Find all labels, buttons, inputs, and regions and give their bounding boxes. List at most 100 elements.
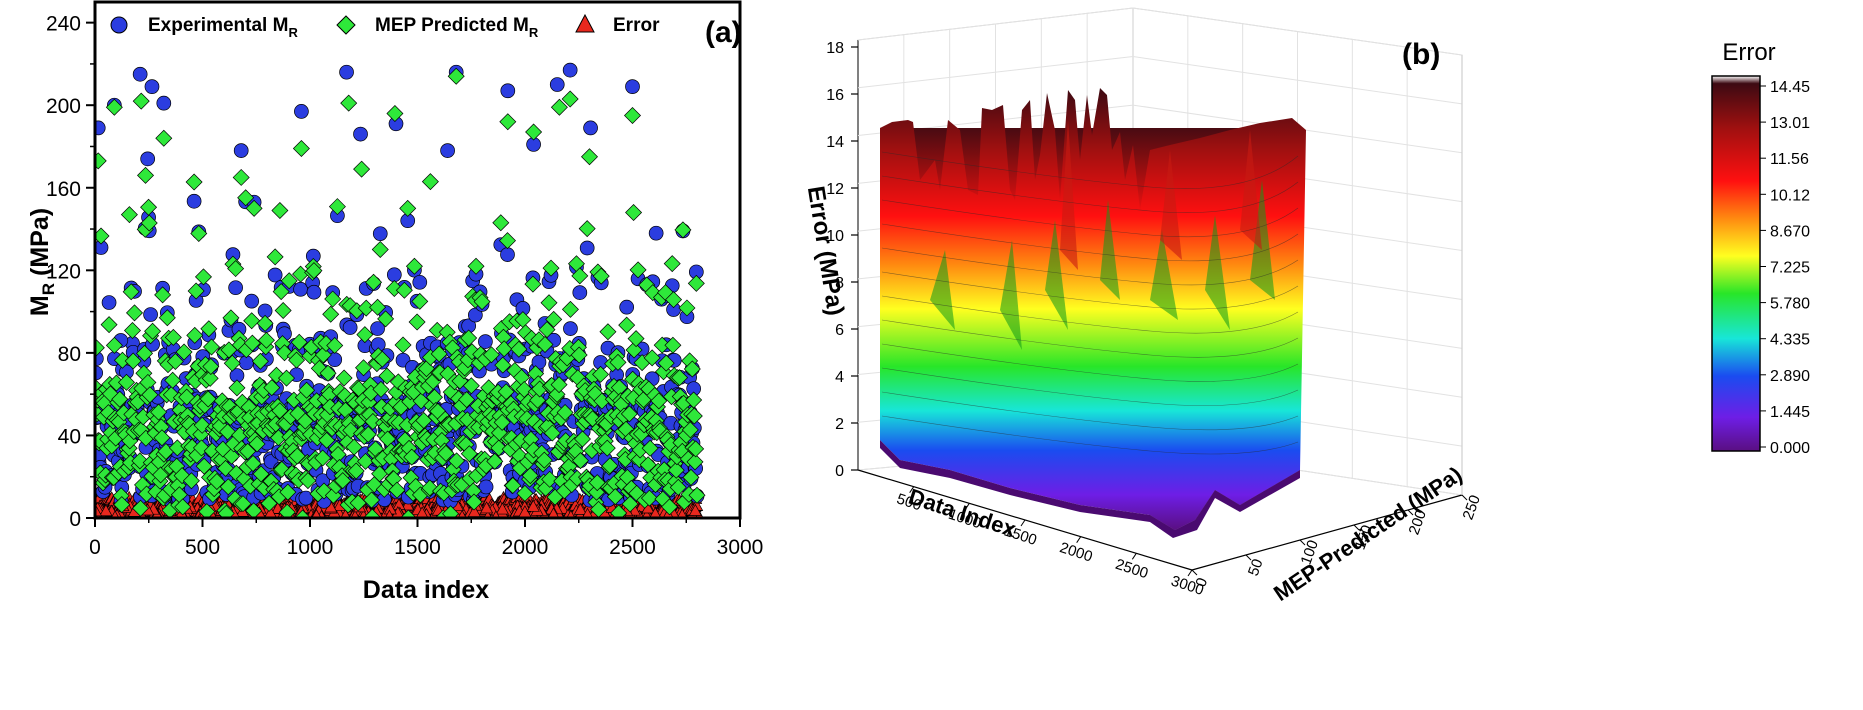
predicted-point (663, 255, 681, 273)
surface-front-face (880, 88, 1306, 530)
predicted-point (175, 343, 193, 361)
predicted-point (681, 421, 699, 439)
predicted-point (155, 129, 173, 147)
predicted-point (592, 267, 610, 285)
predicted-point (371, 241, 389, 259)
predicted-point (687, 274, 705, 292)
y-tick-label: 200 (46, 95, 81, 118)
experimental-point (101, 295, 117, 310)
experimental-point (298, 490, 314, 506)
experimental-point (370, 321, 385, 336)
predicted-point (164, 328, 182, 346)
predicted-point (408, 313, 426, 331)
experimental-point (267, 267, 283, 283)
predicted-point (280, 272, 298, 290)
predicted-point (132, 92, 150, 110)
z-tick-label: 12 (826, 181, 844, 198)
experimental-point (500, 247, 515, 262)
contour-line (881, 151, 1299, 189)
predicted-point (688, 486, 706, 504)
legend-triangle-marker (575, 13, 595, 33)
predicted-point (363, 491, 381, 509)
predicted-point (462, 377, 480, 395)
error-point (415, 506, 429, 518)
predicted-point (657, 284, 675, 302)
contour-line (881, 223, 1299, 262)
experimental-point (342, 320, 358, 335)
predicted-point (545, 310, 563, 328)
predicted-point (610, 504, 628, 518)
predicted-point (166, 352, 184, 370)
predicted-point (111, 390, 129, 408)
predicted-point (359, 425, 377, 443)
error-point (110, 510, 120, 518)
predicted-point (521, 467, 539, 485)
predicted-point (137, 166, 155, 184)
colorbar-tick-label: 14.45 (1770, 79, 1810, 96)
predicted-point (305, 262, 323, 280)
predicted-point (245, 199, 263, 217)
predicted-point (357, 452, 375, 470)
x3d-tick-label: 500 (895, 490, 924, 514)
predicted-point (326, 336, 344, 354)
experimental-point (440, 143, 455, 158)
predicted-point (467, 257, 485, 275)
predicted-point (314, 449, 332, 467)
predicted-point (592, 365, 610, 383)
predicted-point (290, 333, 308, 351)
panel-b-surface: 0246810121416185001000150020002500300005… (802, 7, 1810, 606)
predicted-point (524, 275, 542, 293)
predicted-point (314, 346, 332, 364)
predicted-point (609, 353, 627, 371)
predicted-point (411, 292, 429, 310)
z-tick-label: 18 (826, 40, 844, 57)
predicted-point (665, 291, 683, 309)
predicted-point (150, 403, 168, 421)
predicted-point (252, 465, 270, 483)
colorbar-tick-label: 8.670 (1770, 223, 1810, 240)
predicted-point (158, 309, 176, 327)
predicted-point (187, 282, 205, 300)
predicted-point (251, 352, 269, 370)
predicted-point (296, 412, 314, 430)
error-surface (880, 88, 1306, 538)
predicted-point (599, 323, 617, 341)
predicted-point (347, 462, 365, 480)
predicted-point (657, 354, 675, 372)
predicted-point (335, 369, 353, 387)
predicted-point (260, 494, 278, 512)
predicted-point (223, 354, 241, 372)
predicted-point (421, 173, 439, 191)
predicted-point (685, 391, 703, 409)
predicted-point (200, 320, 218, 338)
experimental-point (294, 104, 309, 119)
predicted-point (272, 283, 290, 301)
predicted-point (516, 484, 534, 502)
predicted-point (223, 447, 241, 465)
experimental-point (353, 126, 368, 142)
predicted-point (292, 140, 310, 158)
predicted-point (678, 299, 696, 317)
predicted-point (266, 248, 284, 266)
error-point (495, 502, 510, 515)
predicted-point (100, 316, 118, 334)
error-point (566, 509, 576, 518)
predicted-point (403, 448, 421, 466)
panel-a-scatter: 0 500 1000 1500 2000 2500 3000 0 40 80 120 160 200 24… (26, 0, 763, 604)
predicted-point (561, 300, 579, 318)
predicted-point (338, 433, 356, 451)
predicted-point (473, 293, 491, 311)
predicted-point (492, 214, 510, 232)
predicted-point (543, 424, 561, 442)
y-tick-label: 80 (58, 343, 81, 366)
experimental-point (583, 120, 598, 136)
experimental-point (648, 225, 664, 241)
predicted-point (458, 391, 476, 409)
experimental-point (95, 120, 106, 136)
legend-predicted: MEP Predicted MR (336, 15, 539, 40)
predicted-point (465, 493, 483, 511)
predicted-point (643, 349, 661, 367)
panel-a-tag: (a) (705, 16, 742, 49)
y3d-tick-mark (1299, 539, 1306, 546)
error-point (401, 498, 415, 511)
